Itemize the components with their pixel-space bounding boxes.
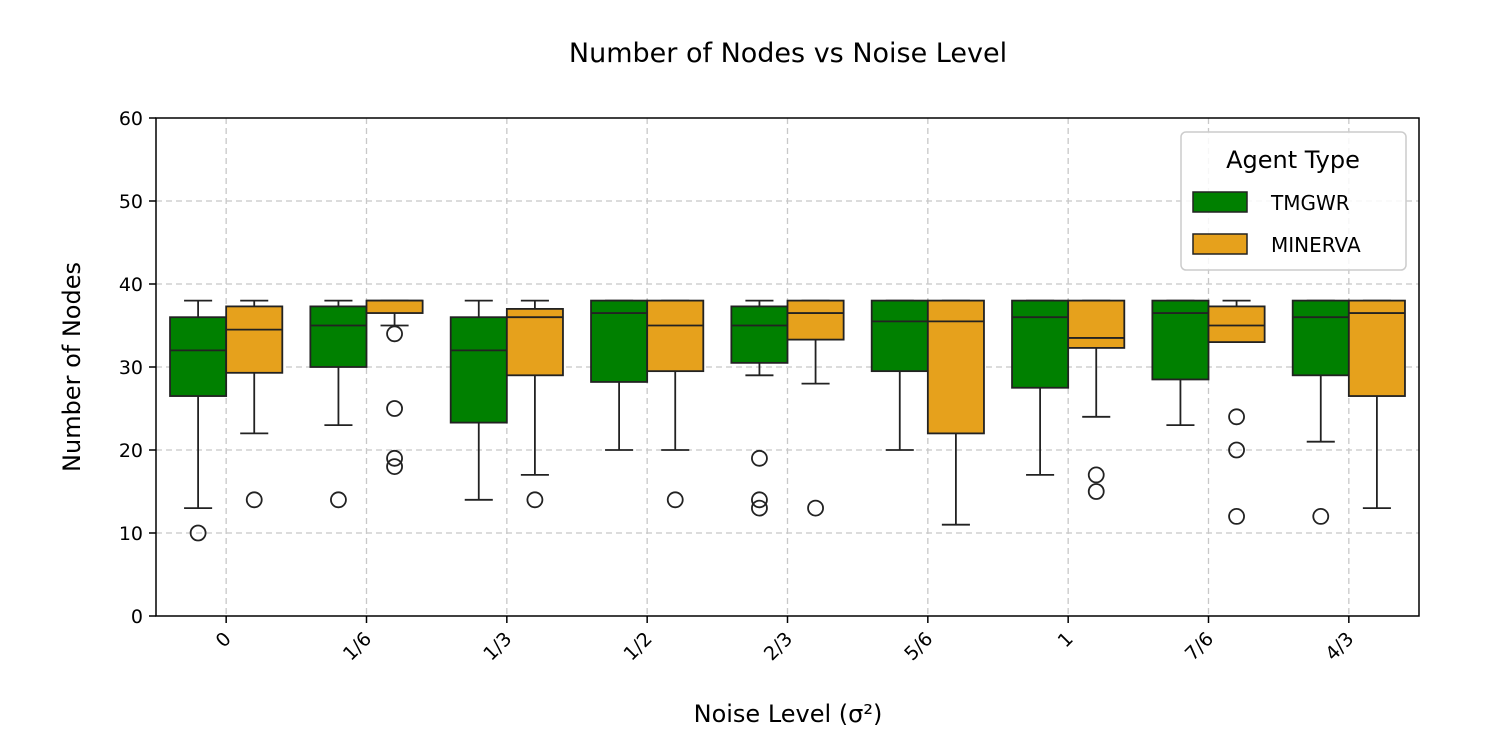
box-tmgwr (1291, 299, 1350, 525)
y-tick-label: 40 (119, 274, 143, 296)
x-tick-label: 2/3 (760, 628, 797, 665)
box-minerva (225, 299, 284, 509)
x-tick-label: 7/6 (1181, 628, 1218, 665)
x-tick-label: 1 (1054, 628, 1078, 652)
y-tick-label: 20 (119, 440, 143, 462)
box-iqr (926, 299, 985, 435)
legend-label-tmgwr: TMGWR (1270, 191, 1350, 215)
box-iqr (1011, 299, 1070, 389)
x-tick-label: 5/6 (900, 628, 937, 665)
legend-title: Agent Type (1226, 146, 1360, 174)
outlier-point (526, 491, 544, 509)
box-tmgwr (730, 299, 789, 517)
outlier-point (386, 325, 403, 343)
box-minerva (365, 299, 424, 476)
box-tmgwr (590, 299, 649, 451)
outlier-point (666, 491, 684, 509)
box-minerva (1067, 299, 1126, 500)
box-iqr (646, 299, 705, 373)
outlier-point (386, 449, 403, 467)
box-iqr (309, 305, 368, 368)
legend: Agent Type TMGWR MINERVA (1180, 131, 1407, 271)
outlier-point (751, 491, 768, 509)
box-iqr (590, 299, 649, 383)
box-minerva (926, 299, 985, 526)
box-iqr (449, 316, 508, 424)
outlier-point (386, 458, 403, 476)
x-tick-label: 1/3 (479, 628, 516, 665)
outlier-point (1228, 508, 1245, 525)
box-iqr (786, 299, 845, 341)
box-tmgwr (449, 299, 508, 501)
box-minerva (646, 299, 705, 509)
box-tmgwr (870, 299, 929, 451)
y-axis: 0 10 20 30 40 50 60 (119, 108, 156, 628)
chart-title: Number of Nodes vs Noise Level (569, 38, 1007, 69)
box-tmgwr (1151, 299, 1210, 427)
x-tick-label: 4/3 (1321, 628, 1358, 665)
box-iqr (1067, 299, 1126, 349)
box-series (169, 299, 1406, 542)
outlier-point (1087, 466, 1105, 484)
outlier-point (330, 491, 347, 509)
outlier-point (1087, 483, 1105, 500)
box-minerva (786, 299, 845, 517)
x-tick-label: 0 (212, 628, 236, 652)
box-iqr (505, 307, 564, 377)
box-iqr (1207, 305, 1266, 344)
box-iqr (169, 316, 228, 397)
y-tick-label: 50 (119, 191, 143, 213)
box-iqr (225, 305, 284, 374)
box-iqr (1291, 299, 1350, 377)
outlier-point (751, 449, 768, 467)
y-tick-label: 0 (131, 606, 143, 628)
legend-swatch-minerva (1192, 233, 1248, 255)
box-tmgwr (309, 299, 368, 509)
y-tick-label: 60 (119, 108, 143, 130)
legend-label-minerva: MINERVA (1271, 233, 1361, 257)
x-tick-label: 1/2 (620, 628, 657, 665)
box-minerva (1207, 299, 1266, 525)
legend-swatch-tmgwr (1192, 191, 1248, 213)
outlier-point (189, 524, 207, 542)
box-iqr (365, 299, 424, 314)
outlier-point (1228, 441, 1245, 459)
box-iqr (730, 305, 789, 364)
outlier-point (751, 499, 768, 517)
box-tmgwr (169, 299, 228, 542)
outlier-point (1312, 508, 1330, 525)
outlier-point (245, 491, 263, 509)
x-axis-label: Noise Level (σ²) (694, 700, 883, 728)
x-axis: 0 1/6 1/3 1/2 2/3 5/6 1 7/6 4/3 (212, 616, 1358, 665)
outlier-point (386, 400, 403, 417)
outlier-point (807, 499, 824, 517)
box-iqr (870, 299, 929, 373)
box-minerva (1347, 299, 1406, 510)
box-iqr (1347, 299, 1406, 397)
box-minerva (505, 299, 564, 509)
box-tmgwr (1011, 299, 1070, 476)
y-tick-label: 30 (119, 357, 143, 379)
y-axis-label: Number of Nodes (58, 262, 86, 472)
y-tick-label: 10 (119, 523, 143, 545)
x-tick-label: 1/6 (339, 628, 376, 665)
outlier-point (1228, 408, 1245, 426)
